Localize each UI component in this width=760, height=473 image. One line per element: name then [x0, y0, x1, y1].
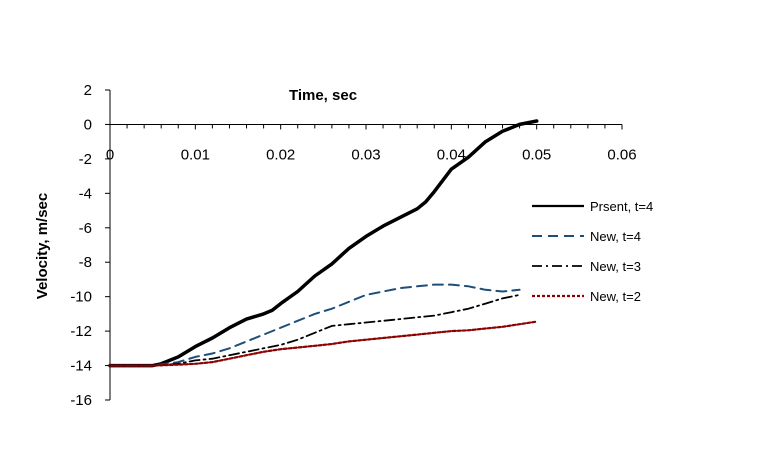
legend-label-2: New, t=4: [590, 229, 641, 244]
y-tick-label: 2: [84, 82, 92, 99]
series-line-1: [108, 119, 539, 368]
x-axis-title: Time, sec: [289, 87, 357, 104]
y-tick-label: -10: [70, 289, 92, 306]
series-line-4: [108, 320, 538, 367]
series-line-2: [109, 283, 521, 367]
y-tick-label: -4: [79, 185, 92, 202]
x-tick-label: 0.03: [351, 146, 380, 163]
x-tick-label: 0.02: [266, 146, 295, 163]
series-line-3: [109, 293, 521, 367]
x-tick-label: 0: [106, 146, 114, 163]
series-lines: [108, 119, 539, 368]
y-tick-label: -2: [79, 151, 92, 168]
x-tick-label: 0.04: [437, 146, 466, 163]
y-tick-label: 0: [84, 116, 92, 133]
y-tick-label: -8: [79, 254, 92, 271]
axes: 2 0 -2 -4 -6 -8 -10 -12 -14 -16 0 0.01 0.02 0.03 0.04 0…: [70, 82, 636, 409]
y-axis-title: Velocity, m/sec: [34, 193, 51, 299]
legend-label-3: New, t=3: [590, 259, 641, 274]
legend: Prsent, t=4 New, t=4 New, t=3 New, t=2: [532, 199, 653, 304]
legend-label-4: New, t=2: [590, 289, 641, 304]
y-tick-label: -14: [70, 358, 92, 375]
y-tick-label: -16: [70, 392, 92, 409]
legend-label-1: Prsent, t=4: [590, 199, 653, 214]
y-tick-label: -12: [70, 323, 92, 340]
x-tick-label: 0.01: [181, 146, 210, 163]
x-tick-label: 0.05: [522, 146, 551, 163]
x-tick-label: 0.06: [607, 146, 636, 163]
y-tick-label: -6: [79, 220, 92, 237]
